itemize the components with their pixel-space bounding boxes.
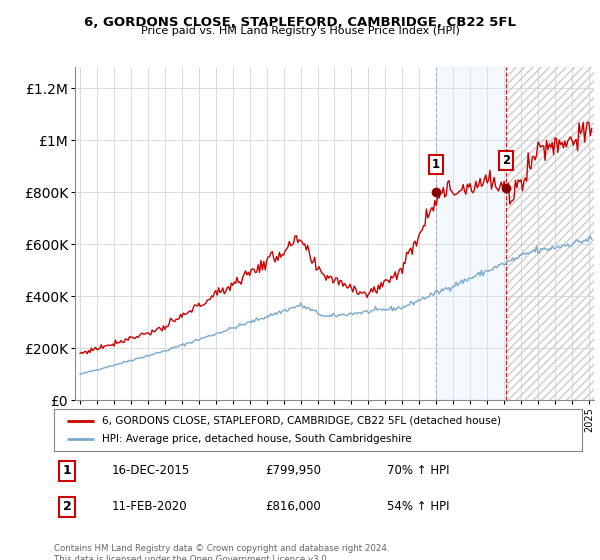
Text: 1: 1 [63, 464, 71, 478]
Text: HPI: Average price, detached house, South Cambridgeshire: HPI: Average price, detached house, Sout… [101, 434, 411, 444]
Text: 16-DEC-2015: 16-DEC-2015 [112, 464, 190, 478]
Text: Price paid vs. HM Land Registry's House Price Index (HPI): Price paid vs. HM Land Registry's House … [140, 26, 460, 36]
Text: 6, GORDONS CLOSE, STAPLEFORD, CAMBRIDGE, CB22 5FL: 6, GORDONS CLOSE, STAPLEFORD, CAMBRIDGE,… [84, 16, 516, 29]
Text: Contains HM Land Registry data © Crown copyright and database right 2024.
This d: Contains HM Land Registry data © Crown c… [54, 544, 389, 560]
Text: 70% ↑ HPI: 70% ↑ HPI [386, 464, 449, 478]
Text: 6, GORDONS CLOSE, STAPLEFORD, CAMBRIDGE, CB22 5FL (detached house): 6, GORDONS CLOSE, STAPLEFORD, CAMBRIDGE,… [101, 416, 500, 426]
Text: 2: 2 [63, 500, 71, 513]
Bar [506, 67, 594, 400]
Text: £816,000: £816,000 [265, 500, 321, 513]
Bar [436, 67, 506, 400]
Text: 11-FEB-2020: 11-FEB-2020 [112, 500, 188, 513]
Text: 2: 2 [502, 154, 510, 167]
Text: 1: 1 [431, 158, 440, 171]
Text: £799,950: £799,950 [265, 464, 321, 478]
Text: 54% ↑ HPI: 54% ↑ HPI [386, 500, 449, 513]
